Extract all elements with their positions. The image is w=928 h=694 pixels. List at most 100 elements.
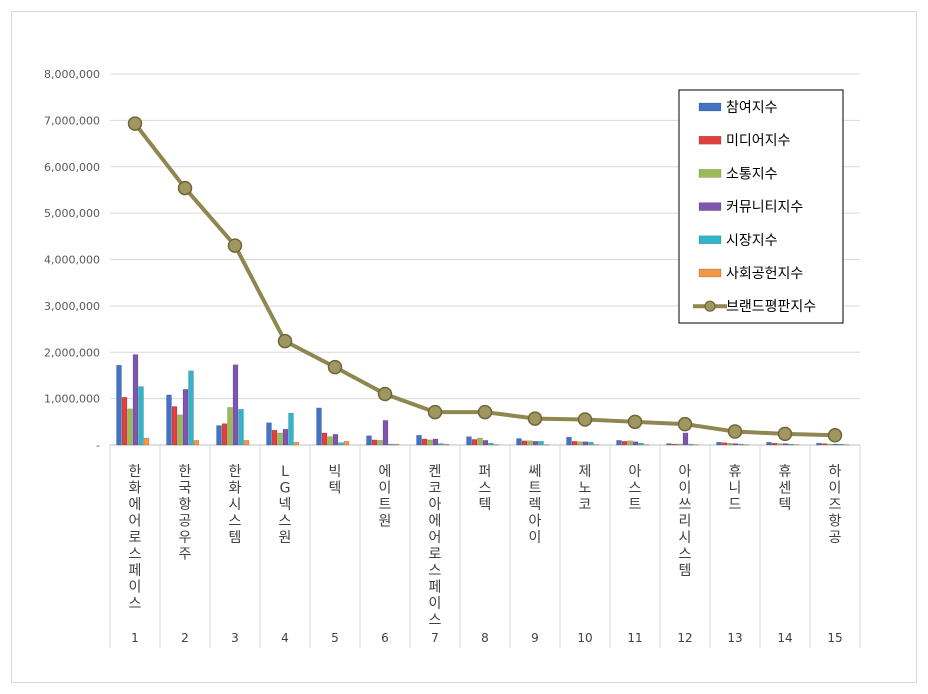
bar-소통지수-휴센텍 [777,443,783,446]
rank-label: 15 [827,631,842,645]
bar-시장지수-휴니드 [738,443,744,446]
bar-참여지수-쎄트렉아이 [516,438,522,446]
bar-소통지수-켄코아에어로스페이스 [427,439,433,446]
rank-label: 3 [231,631,239,645]
y-tick-label: 4,000,000 [44,254,100,267]
bar-소통지수-빅텍 [327,436,333,446]
bar-시장지수-에이트원 [388,443,394,446]
point-브랜드평판지수-빅텍 [327,359,343,375]
labels-layer: 한 화 에 어 로 스 페 이 스 1 한 국 항 공 우 주 2 한 화 시 스 템 3 L G 넥 스 원 4 빅 텍 5 에 이 트 원 6 켄 코 아… [129,464,843,645]
bar-커뮤니티지수-한화에어로스페이스 [132,354,139,446]
bar-소통지수-한화시스템 [227,407,233,446]
bar-참여지수-LG넥스원 [266,422,272,446]
bars-layer [116,354,850,446]
bar-소통지수-한국항공우주 [177,414,183,446]
point-브랜드평판지수-아이쓰리시스템 [677,416,693,432]
bar-미디어지수-빅텍 [321,432,328,446]
y-tick-label: 7,000,000 [44,114,100,127]
rank-label: 14 [777,631,792,645]
bar-미디어지수-아스트 [621,441,628,446]
bar-미디어지수-한화에어로스페이스 [121,396,128,446]
bar-미디어지수-한화시스템 [221,423,228,446]
bar-커뮤니티지수-쎄트렉아이 [532,441,539,446]
rank-label: 11 [627,631,642,645]
y-tick-label: 1,000,000 [44,393,100,406]
bar-시장지수-쎄트렉아이 [538,441,544,446]
bar-소통지수-퍼스텍 [477,437,483,446]
bar-미디어지수-쎄트렉아이 [521,440,528,446]
rank-label: 10 [577,631,592,645]
brand-reputation-chart: - 1,000,000 2,000,000 3,000,000 4,000,000 5,0… [44,68,861,648]
rank-label: 9 [531,631,539,645]
bar-시장지수-제노코 [588,441,594,446]
point-브랜드평판지수-한화시스템 [227,238,243,253]
bar-커뮤니티지수-한화시스템 [232,364,239,446]
bar-시장지수-휴센텍 [788,443,794,446]
y-tick-label: 8,000,000 [44,68,100,81]
bar-커뮤니티지수-아스트 [632,441,639,446]
bar-사회공헌지수-에이트원 [393,443,400,446]
y-tick-label: - [96,439,100,452]
bar-시장지수-빅텍 [338,442,344,446]
legend-swatch-사회공헌지수 [698,268,722,278]
chart-frame: - 1,000,000 2,000,000 3,000,000 4,000,000 5,0… [11,11,917,683]
bar-소통지수-에이트원 [377,440,383,446]
rank-label: 1 [131,631,139,645]
y-tick-label: 6,000,000 [44,161,100,174]
bar-미디어지수-LG넥스원 [271,429,278,446]
bar-미디어지수-아이쓰리시스템 [671,443,678,446]
bar-미디어지수-에이트원 [371,439,378,446]
bar-시장지수-퍼스텍 [488,442,494,446]
bar-사회공헌지수-한화에어로스페이스 [143,437,150,446]
rank-label: 8 [481,631,489,645]
point-브랜드평판지수-퍼스텍 [477,404,493,420]
bar-참여지수-아이쓰리시스템 [666,443,672,446]
bar-참여지수-한화시스템 [216,425,222,446]
y-tick-label: 5,000,000 [44,207,100,220]
legend-swatch-미디어지수 [698,135,722,145]
bar-미디어지수-휴센텍 [771,442,778,446]
bar-참여지수-한국항공우주 [166,394,172,446]
bar-참여지수-제노코 [566,436,572,446]
bar-사회공헌지수-LG넥스원 [293,441,300,446]
y-tick-label: 2,000,000 [44,346,100,359]
legend-swatch-참여지수 [698,102,722,112]
point-브랜드평판지수-켄코아에어로스페이스 [427,404,443,420]
rank-label: 13 [727,631,742,645]
bar-시장지수-한화시스템 [238,409,244,446]
legend-label: 미디어지수 [726,133,791,149]
bar-사회공헌지수-켄코아에어로스페이스 [443,443,450,446]
point-브랜드평판지수-제노코 [577,412,593,427]
bar-커뮤니티지수-LG넥스원 [282,428,289,446]
bar-미디어지수-켄코아에어로스페이스 [421,438,428,446]
bar-커뮤니티지수-제노코 [582,441,589,446]
bar-미디어지수-하이즈항공 [821,443,828,446]
legend-label: 커뮤니티지수 [726,200,803,216]
rank-label: 2 [181,631,189,645]
bar-소통지수-LG넥스원 [277,432,283,446]
bar-시장지수-LG넥스원 [288,412,294,446]
bar-소통지수-아이쓰리시스템 [677,443,683,446]
bar-커뮤니티지수-켄코아에어로스페이스 [432,438,439,446]
bar-시장지수-켄코아에어로스페이스 [438,443,444,446]
bar-시장지수-한국항공우주 [188,370,194,446]
rank-label: 4 [281,631,289,645]
legend-label: 참여지수 [726,100,778,116]
bar-참여지수-휴센텍 [766,441,772,446]
bar-참여지수-켄코아에어로스페이스 [416,435,422,446]
bar-참여지수-빅텍 [316,407,322,446]
bar-미디어지수-한국항공우주 [171,406,178,446]
bar-사회공헌지수-빅텍 [343,441,350,446]
